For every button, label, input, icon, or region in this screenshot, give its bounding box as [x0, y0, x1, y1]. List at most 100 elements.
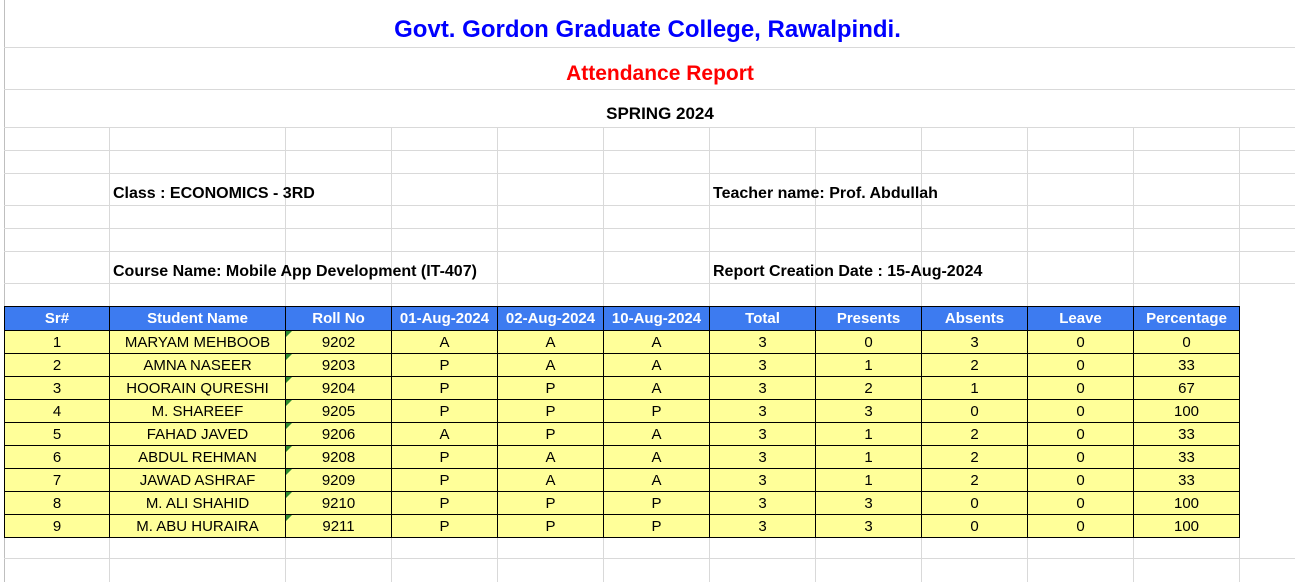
table-cell[interactable]: 3 [709, 330, 816, 354]
table-cell[interactable]: P [391, 468, 498, 492]
table-cell[interactable]: A [603, 445, 710, 469]
table-cell[interactable]: A [391, 422, 498, 446]
table-cell[interactable]: ABDUL REHMAN [109, 445, 286, 469]
table-cell[interactable]: A [497, 353, 604, 377]
table-cell[interactable]: P [391, 445, 498, 469]
table-cell[interactable]: 6 [4, 445, 110, 469]
table-cell[interactable]: 0 [1027, 330, 1134, 354]
table-cell[interactable]: 8 [4, 491, 110, 515]
table-cell[interactable]: 0 [1027, 422, 1134, 446]
table-cell[interactable]: 9206 [285, 422, 392, 446]
table-cell[interactable]: P [391, 376, 498, 400]
table-cell[interactable]: 3 [815, 399, 922, 423]
class-label[interactable]: Class : ECONOMICS - 3RD [113, 185, 315, 202]
table-cell[interactable]: 5 [4, 422, 110, 446]
table-cell[interactable]: 2 [921, 445, 1028, 469]
table-cell[interactable]: 2 [921, 422, 1028, 446]
table-cell[interactable]: 0 [1027, 491, 1134, 515]
header-cell[interactable]: Absents [921, 306, 1028, 331]
table-cell[interactable]: A [391, 330, 498, 354]
table-cell[interactable]: 67 [1133, 376, 1240, 400]
table-cell[interactable]: P [391, 399, 498, 423]
table-cell[interactable]: 3 [709, 376, 816, 400]
header-cell[interactable]: Presents [815, 306, 922, 331]
header-cell[interactable]: Sr# [4, 306, 110, 331]
table-cell[interactable]: A [603, 422, 710, 446]
table-cell[interactable]: A [603, 468, 710, 492]
table-cell[interactable]: 3 [709, 491, 816, 515]
table-cell[interactable]: M. ABU HURAIRA [109, 514, 286, 538]
teacher-label[interactable]: Teacher name: Prof. Abdullah [713, 185, 938, 202]
table-cell[interactable]: 3 [709, 445, 816, 469]
header-cell[interactable]: 10-Aug-2024 [603, 306, 710, 331]
table-cell[interactable]: 1 [815, 468, 922, 492]
table-cell[interactable]: 33 [1133, 353, 1240, 377]
table-cell[interactable]: 7 [4, 468, 110, 492]
table-cell[interactable]: 3 [4, 376, 110, 400]
header-cell[interactable]: Student Name [109, 306, 286, 331]
table-cell[interactable]: 33 [1133, 445, 1240, 469]
table-cell[interactable]: 3 [921, 330, 1028, 354]
header-cell[interactable]: 01-Aug-2024 [391, 306, 498, 331]
table-cell[interactable]: 1 [4, 330, 110, 354]
table-cell[interactable]: HOORAIN QURESHI [109, 376, 286, 400]
table-cell[interactable]: M. SHAREEF [109, 399, 286, 423]
table-cell[interactable]: 100 [1133, 491, 1240, 515]
table-cell[interactable]: 0 [921, 514, 1028, 538]
table-cell[interactable]: 0 [921, 399, 1028, 423]
table-cell[interactable]: 2 [815, 376, 922, 400]
table-cell[interactable]: P [603, 491, 710, 515]
table-cell[interactable]: MARYAM MEHBOOB [109, 330, 286, 354]
header-cell[interactable]: Roll No [285, 306, 392, 331]
table-cell[interactable]: M. ALI SHAHID [109, 491, 286, 515]
table-cell[interactable]: 1 [815, 353, 922, 377]
table-cell[interactable]: 9211 [285, 514, 392, 538]
table-cell[interactable]: 0 [1027, 399, 1134, 423]
table-cell[interactable]: 9205 [285, 399, 392, 423]
table-cell[interactable]: 0 [921, 491, 1028, 515]
header-cell[interactable]: Percentage [1133, 306, 1240, 331]
table-cell[interactable]: 3 [709, 468, 816, 492]
header-cell[interactable]: 02-Aug-2024 [497, 306, 604, 331]
table-cell[interactable]: 0 [1027, 445, 1134, 469]
table-cell[interactable]: 1 [815, 445, 922, 469]
table-cell[interactable]: A [603, 330, 710, 354]
table-cell[interactable]: 0 [1027, 353, 1134, 377]
table-cell[interactable]: P [391, 514, 498, 538]
table-cell[interactable]: A [497, 445, 604, 469]
course-label[interactable]: Course Name: Mobile App Development (IT-… [113, 263, 477, 280]
table-cell[interactable]: 0 [815, 330, 922, 354]
table-cell[interactable]: 9210 [285, 491, 392, 515]
table-cell[interactable]: FAHAD JAVED [109, 422, 286, 446]
table-cell[interactable]: 0 [1133, 330, 1240, 354]
table-cell[interactable]: A [603, 353, 710, 377]
table-cell[interactable]: JAWAD ASHRAF [109, 468, 286, 492]
table-cell[interactable]: 0 [1027, 514, 1134, 538]
table-cell[interactable]: 9209 [285, 468, 392, 492]
table-cell[interactable]: 3 [709, 514, 816, 538]
table-cell[interactable]: 33 [1133, 468, 1240, 492]
table-cell[interactable]: 2 [921, 468, 1028, 492]
table-cell[interactable]: 100 [1133, 399, 1240, 423]
table-cell[interactable]: 33 [1133, 422, 1240, 446]
table-cell[interactable]: 3 [709, 399, 816, 423]
table-cell[interactable]: 9208 [285, 445, 392, 469]
table-cell[interactable]: P [391, 491, 498, 515]
table-cell[interactable]: A [497, 330, 604, 354]
table-cell[interactable]: 1 [921, 376, 1028, 400]
table-cell[interactable]: P [497, 399, 604, 423]
table-cell[interactable]: P [391, 353, 498, 377]
table-cell[interactable]: P [497, 491, 604, 515]
table-cell[interactable]: 0 [1027, 376, 1134, 400]
table-cell[interactable]: P [603, 399, 710, 423]
table-cell[interactable]: 3 [709, 422, 816, 446]
table-cell[interactable]: 4 [4, 399, 110, 423]
table-cell[interactable]: 3 [709, 353, 816, 377]
table-cell[interactable]: 100 [1133, 514, 1240, 538]
table-cell[interactable]: 9203 [285, 353, 392, 377]
report-date-label[interactable]: Report Creation Date : 15-Aug-2024 [713, 263, 983, 280]
header-cell[interactable]: Leave [1027, 306, 1134, 331]
table-cell[interactable]: P [497, 376, 604, 400]
table-cell[interactable]: P [603, 514, 710, 538]
table-cell[interactable]: 2 [921, 353, 1028, 377]
